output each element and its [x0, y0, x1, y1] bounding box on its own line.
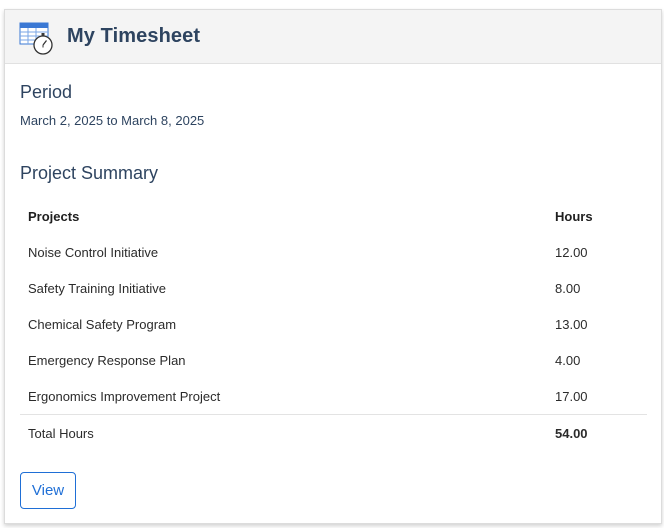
- view-button[interactable]: View: [20, 472, 76, 509]
- table-row: Safety Training Initiative 8.00: [20, 270, 647, 306]
- table-row: Emergency Response Plan 4.00: [20, 342, 647, 378]
- column-header-hours: Hours: [555, 208, 593, 224]
- project-hours: 13.00: [555, 316, 588, 332]
- total-hours-label: Total Hours: [20, 414, 547, 451]
- timesheet-card: My Timesheet Period March 2, 2025 to Mar…: [4, 9, 662, 524]
- project-hours: 12.00: [555, 244, 588, 260]
- project-name: Safety Training Initiative: [28, 280, 167, 296]
- period-label: Period: [20, 82, 73, 102]
- project-name: Ergonomics Improvement Project: [28, 388, 221, 404]
- project-hours: 4.00: [555, 352, 581, 368]
- timesheet-stopwatch-icon: [19, 22, 53, 55]
- table-row: Ergonomics Improvement Project 17.00: [20, 378, 647, 415]
- period-value: March 2, 2025 to March 8, 2025: [20, 113, 205, 128]
- project-name: Noise Control Initiative: [28, 244, 159, 260]
- table-row: Noise Control Initiative 12.00: [20, 234, 647, 270]
- total-hours-row: Total Hours 54.00: [20, 414, 647, 451]
- column-header-projects: Projects: [28, 208, 80, 224]
- card-header: My Timesheet: [5, 10, 661, 64]
- table-row: Chemical Safety Program 13.00: [20, 306, 647, 342]
- card-title: My Timesheet: [67, 25, 201, 47]
- total-hours-value: 54.00: [547, 414, 647, 451]
- project-summary-label: Project Summary: [20, 163, 159, 183]
- project-hours: 17.00: [555, 388, 588, 404]
- project-name: Emergency Response Plan: [28, 352, 186, 368]
- table-header-row: Projects Hours: [20, 198, 647, 234]
- project-hours: 8.00: [555, 280, 581, 296]
- project-summary-table: Projects Hours Noise Control Initiative …: [20, 198, 647, 451]
- project-name: Chemical Safety Program: [28, 316, 177, 332]
